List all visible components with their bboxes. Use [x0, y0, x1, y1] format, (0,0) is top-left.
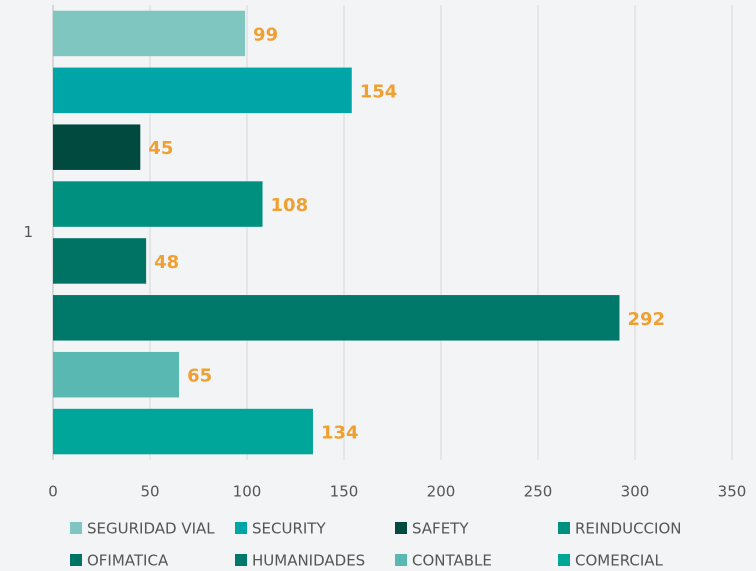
legend-label: SEGURIDAD VIAL — [87, 520, 215, 538]
legend-swatch — [395, 554, 407, 566]
legend-swatch — [70, 554, 82, 566]
x-tick-label: 150 — [330, 483, 359, 501]
value-label: 108 — [271, 195, 309, 216]
value-label: 292 — [627, 309, 665, 330]
legend-swatch — [558, 522, 570, 534]
x-tick-label: 300 — [621, 483, 650, 501]
value-label: 99 — [253, 24, 278, 45]
legend-label: HUMANIDADES — [252, 552, 365, 570]
value-label: 134 — [321, 423, 359, 444]
x-tick-label: 100 — [233, 483, 262, 501]
bar — [53, 351, 180, 398]
bar — [53, 295, 620, 341]
legend-label: REINDUCCION — [575, 520, 681, 538]
bar — [53, 238, 147, 284]
bar — [53, 181, 263, 227]
bar — [53, 67, 352, 114]
x-tick-label: 50 — [140, 483, 159, 501]
x-tick-label: 350 — [718, 483, 747, 501]
x-tick-label: 0 — [48, 483, 58, 501]
legend-swatch — [235, 554, 247, 566]
bar — [53, 10, 246, 57]
legend-label: OFIMATICA — [87, 552, 169, 570]
value-label: 45 — [148, 138, 173, 159]
x-tick-label: 250 — [524, 483, 553, 501]
value-label: 154 — [360, 81, 398, 102]
value-label: 65 — [187, 366, 212, 387]
legend-swatch — [70, 522, 82, 534]
legend-label: SECURITY — [252, 520, 326, 538]
legend-label: CONTABLE — [412, 552, 492, 570]
legend-swatch — [235, 522, 247, 534]
bar — [53, 408, 313, 455]
legend-swatch — [558, 554, 570, 566]
y-tick-label: 1 — [23, 223, 33, 241]
legend-label: SAFETY — [412, 520, 469, 538]
value-label: 48 — [154, 252, 179, 273]
legend-swatch — [395, 522, 407, 534]
bar — [53, 124, 141, 170]
x-tick-label: 200 — [427, 483, 456, 501]
legend-label: COMERCIAL — [575, 552, 664, 570]
